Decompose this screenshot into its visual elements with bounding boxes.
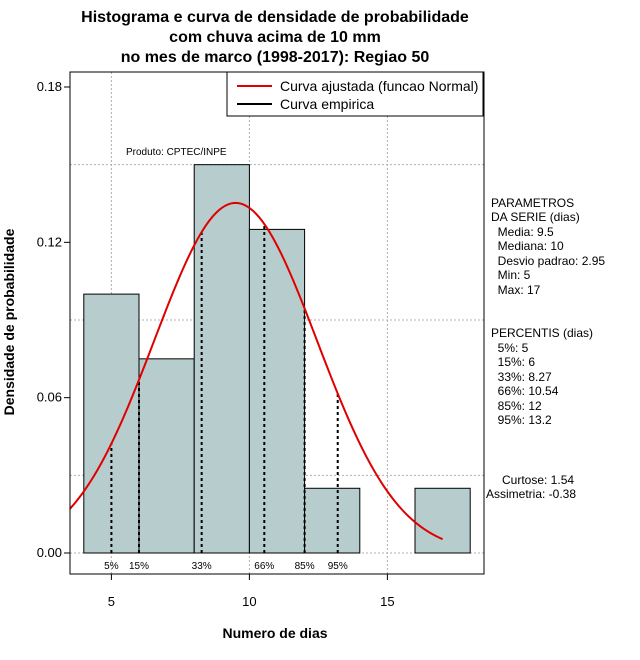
parametros-line-3: Media: 9.5 (491, 225, 554, 239)
title-line-1: Histograma e curva de densidade de proba… (81, 9, 469, 26)
histogram-bar-8-10 (193, 164, 250, 554)
histogram-bars (83, 164, 471, 554)
parametros-line-2: DA SERIE (dias) (491, 210, 580, 224)
histogram-bar-6-8 (138, 358, 195, 554)
produto-label: Produto: CPTEC/INPE (126, 147, 227, 158)
parametros-line-7: Max: 17 (491, 283, 541, 297)
x-tick-label-15: 15 (380, 594, 394, 609)
x-tick-label-5: 5 (108, 594, 115, 609)
percentile-lines: 5% 15% 33% 66% 85% 95% (104, 223, 348, 572)
percentis-panel: PERCENTIS (dias) 5%: 5 15%: 6 33%: 8.27 … (491, 326, 593, 427)
chart-title: Histograma e curva de densidade de proba… (81, 9, 469, 66)
percentile-label-2: 33% (192, 561, 212, 572)
title-line-3: no mes de marco (1998-2017): Regiao 50 (121, 49, 430, 66)
shape-stats-panel: Curtose: 1.54 Assimetria: -0.38 (486, 473, 576, 501)
percentis-line-4: 33%: 8.27 (491, 370, 552, 384)
percentis-line-3: 15%: 6 (491, 355, 535, 369)
percentis-line-2: 5%: 5 (491, 341, 529, 355)
percentile-label-4: 85% (295, 561, 315, 572)
parametros-panel: PARAMETROS DA SERIE (dias) Media: 9.5 Me… (491, 196, 605, 297)
percentile-label-0: 5% (104, 561, 119, 572)
x-tick-label-10: 10 (242, 594, 256, 609)
parametros-line-5: Desvio padrao: 2.95 (491, 254, 605, 268)
percentis-line-6: 85%: 12 (491, 399, 542, 413)
y-axis-label: Densidade de probabilidade (1, 228, 17, 415)
histogram-bar-12-14 (304, 487, 361, 554)
assimetria-label: Assimetria: -0.38 (486, 487, 576, 501)
parametros-line-1: PARAMETROS (491, 196, 574, 210)
percentis-line-1: PERCENTIS (dias) (491, 326, 593, 340)
histogram-bar-16-18 (414, 487, 471, 554)
axes: 5 10 15 0.00 0.06 0.12 0.18 (37, 79, 395, 609)
normal-curve-layer (69, 201, 444, 541)
x-axis-label: Numero de dias (222, 625, 327, 641)
percentis-line-7: 95%: 13.2 (491, 413, 552, 427)
percentile-label-5: 95% (328, 561, 348, 572)
legend-box (226, 71, 484, 117)
percentis-line-5: 66%: 10.54 (491, 384, 559, 398)
percentile-label-1: 15% (129, 561, 149, 572)
histogram-bar-10-12 (248, 228, 306, 554)
parametros-line-6: Min: 5 (491, 268, 531, 282)
legend-label-fit: Curva ajustada (funcao Normal) (280, 78, 478, 94)
parametros-line-4: Mediana: 10 (491, 239, 564, 253)
percentile-label-3: 66% (254, 561, 274, 572)
legend: Curva ajustada (funcao Normal) Curva emp… (226, 71, 484, 117)
curtose-label: Curtose: 1.54 (502, 473, 574, 487)
y-tick-label-0: 0.00 (37, 545, 62, 560)
y-tick-label-2: 0.12 (37, 234, 62, 249)
legend-label-empirical: Curva empirica (280, 96, 374, 112)
title-line-2: com chuva acima de 10 mm (169, 29, 381, 46)
normal-fit-curve (69, 201, 444, 541)
y-tick-label-3: 0.18 (37, 79, 62, 94)
y-tick-label-1: 0.06 (37, 390, 62, 405)
